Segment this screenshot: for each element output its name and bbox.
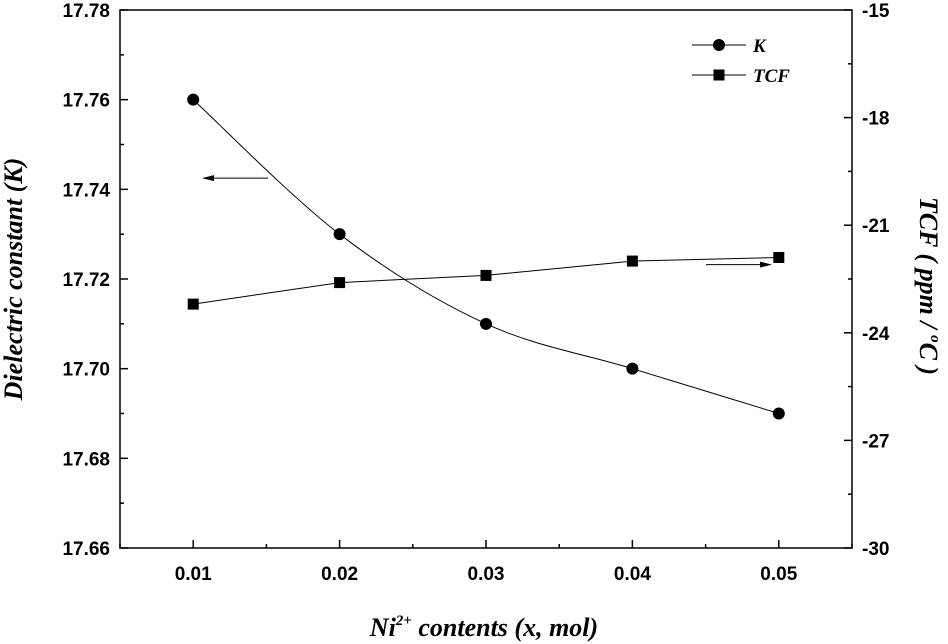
x-tick-label: 0.04 — [614, 564, 651, 585]
right-tick-label: -27 — [862, 431, 889, 452]
legend-label-tcf: TCF — [753, 66, 790, 87]
left-tick-label: 17.72 — [62, 270, 110, 291]
right-axis-title-superscript: o — [927, 335, 943, 343]
series-k-line — [192, 99, 779, 414]
left-tick-label: 17.66 — [62, 539, 110, 560]
left-tick-label: 17.78 — [62, 1, 110, 22]
x-tick-label: 0.03 — [468, 564, 505, 585]
left-tick-label: 17.76 — [62, 91, 110, 112]
right-tick-label: -24 — [862, 324, 890, 345]
arrow-annotations — [202, 175, 772, 268]
series-k-point — [772, 407, 785, 420]
x-tick-label: 0.05 — [760, 564, 797, 585]
legend-marker-k — [713, 39, 725, 51]
x-axis-title-suffix: contents (x, mol) — [412, 613, 598, 642]
right-axis-ticks: -30 -27 -24 -21 -18 -15 — [844, 1, 890, 560]
right-axis-title-prefix: TCF ( ppm / — [914, 197, 943, 335]
series-k-point — [480, 317, 492, 330]
series-tcf-point — [334, 277, 346, 289]
x-axis-title-superscript: 2+ — [395, 613, 412, 629]
left-axis-ticks: 17.66 17.68 17.70 17.72 17.74 17.76 17.78 — [62, 1, 128, 560]
x-axis-title-prefix: Ni — [369, 613, 397, 642]
right-axis-title-suffix: C ) — [914, 343, 943, 376]
series-k-point — [333, 228, 346, 241]
left-axis-title: Dielectric constant (K) — [0, 158, 28, 402]
arrow-right-head — [760, 261, 772, 268]
series-tcf-point — [480, 269, 492, 281]
right-tick-label: -30 — [862, 539, 889, 560]
series-tcf-point — [187, 298, 199, 310]
right-tick-label: -15 — [862, 1, 890, 22]
legend-label-k: K — [752, 36, 767, 57]
series-tcf-point — [626, 255, 638, 267]
x-axis-ticks: 0.01 0.02 0.03 0.04 0.05 — [119, 540, 853, 585]
series-layer — [187, 93, 785, 420]
arrow-left-head — [202, 175, 214, 182]
legend: K TCF — [692, 36, 790, 87]
x-tick-label: 0.01 — [175, 564, 212, 585]
left-tick-label: 17.68 — [62, 449, 110, 470]
x-axis-title: Ni2+ contents (x, mol) — [369, 613, 598, 642]
right-axis-title: TCF ( ppm / oC ) — [914, 197, 943, 375]
series-tcf-point — [773, 251, 785, 263]
right-tick-label: -21 — [862, 216, 890, 237]
legend-marker-tcf — [713, 69, 725, 81]
left-tick-label: 17.74 — [62, 180, 110, 201]
right-tick-label: -18 — [862, 109, 889, 130]
x-tick-label: 0.02 — [321, 564, 358, 585]
series-k-point — [626, 362, 639, 375]
left-tick-label: 17.70 — [62, 360, 110, 381]
series-k-point — [187, 93, 200, 106]
